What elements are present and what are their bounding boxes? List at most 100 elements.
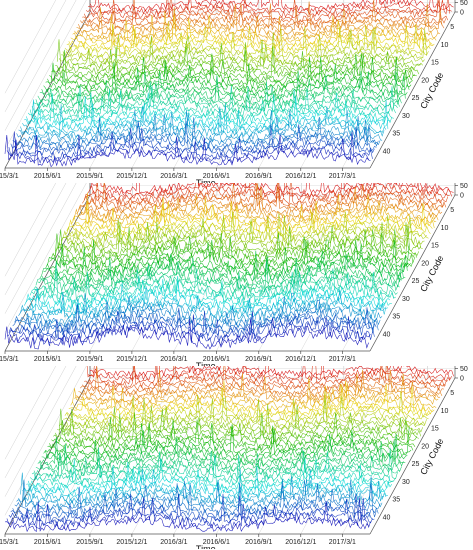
axis-frame [369,377,456,535]
z-tick-label: 0 [460,376,464,383]
series-line [47,56,412,90]
grid [4,0,456,169]
x-tick-label: 2016/6/1 [203,173,230,180]
floor-grid [300,11,387,169]
floor-grid [216,11,302,169]
series-line [20,106,385,139]
series-line [37,257,402,290]
y-tick-label: 5 [450,207,454,214]
series-line [4,317,369,350]
y-ticks: 5 10 15 20 25 30 35 40 [383,390,455,521]
z-ticks: 050100150200250300350400450500 [455,0,468,17]
y-tick-label: 35 [392,497,400,504]
side-grid [4,183,77,314]
series-line [10,124,375,157]
z-tick-label: 0 [460,193,464,200]
series-line [8,127,373,160]
series-line [8,310,373,342]
axis-frame [369,11,456,169]
y-tick-label: 25 [412,461,420,468]
axis-frame [4,377,91,535]
side-grid [4,183,67,296]
y-tick-label: 40 [383,148,391,155]
side-grid [4,183,57,277]
y-ticks: 5 10 15 20 25 30 35 40 [383,207,455,338]
series-line [43,247,408,279]
x-tick-label: 2016/3/1 [160,539,187,546]
x-tick-label: 2015/12/1 [116,173,147,180]
x-tick-label: 2015/3/1 [0,356,19,363]
axis-frame [4,194,91,352]
x-tick-label: 2015/12/1 [116,356,147,363]
series-line [24,282,388,315]
z-tick-label: 50 [460,183,468,190]
floor-grid [131,11,218,169]
series-line [54,408,419,442]
floor-grid [89,11,176,169]
series-line [28,92,393,125]
z-tick-label: 0 [460,10,464,17]
series-line [66,204,431,237]
series-line [24,465,388,499]
x-tick-label: 2015/3/1 [0,539,19,546]
series-lines [4,366,454,533]
series-line [68,383,433,417]
y-tick-label: 15 [431,426,439,433]
z-tick-label: 50 [460,0,468,7]
series-line [86,183,450,202]
x-tick-label: 2016/9/1 [245,539,272,546]
series-line [14,483,379,516]
series-line [89,366,454,378]
series-line [60,397,425,431]
series-line [37,452,402,474]
y-tick-label: 40 [383,331,391,338]
series-line [33,264,398,297]
series-line [51,417,416,449]
series-line [74,192,439,223]
floor-grid [216,377,302,535]
series-line [62,211,427,245]
x-tick-label: 2016/3/1 [160,356,187,363]
floor-grid [258,377,345,535]
y-tick-label: 5 [450,24,454,31]
y-tick-label: 10 [441,225,449,232]
y-tick-label: 30 [402,296,410,303]
series-line [56,222,422,255]
x-ticks: 2015/3/1 2015/6/1 2015/9/1 2015/12/1 2016/3/… [0,351,356,363]
series-line [51,232,416,266]
x-tick-label: 2016/6/1 [203,539,230,546]
x-tick-label: 2016/9/1 [245,356,272,363]
side-grid [4,0,67,113]
series-line [26,95,390,129]
series-line [76,186,441,220]
side-grid [4,366,87,516]
series-line [76,369,441,403]
series-line [45,426,410,459]
z-tick-label: 50 [460,366,468,373]
series-line [80,183,445,213]
y-tick-label: 30 [402,113,410,120]
series-line [87,366,452,382]
chart-pm25: 2015/3/1 2015/6/1 2015/9/1 2015/12/1 2016/3/… [0,0,468,183]
series-line [24,99,389,132]
series-line [60,215,425,248]
x-tick-label: 2015/6/1 [34,356,61,363]
series-line [72,376,437,410]
y-tick-label: 20 [421,443,429,450]
series-line [29,88,394,122]
z-ticks: 050100150200250300350400450500 [455,366,468,383]
floor-grid [47,11,133,169]
series-line [41,433,406,467]
series-line [51,49,416,83]
series-line [29,271,394,304]
x-tick-label: 2016/9/1 [245,173,272,180]
x-tick-label: 2015/9/1 [76,539,103,546]
series-line [20,289,385,321]
series-line [72,193,437,227]
series-line [82,366,447,391]
series-line [28,275,392,308]
x-tick-label: 2016/12/1 [285,173,316,180]
y-tick-label: 10 [441,42,449,49]
series-line [58,35,423,69]
y-tick-label: 20 [421,260,429,267]
